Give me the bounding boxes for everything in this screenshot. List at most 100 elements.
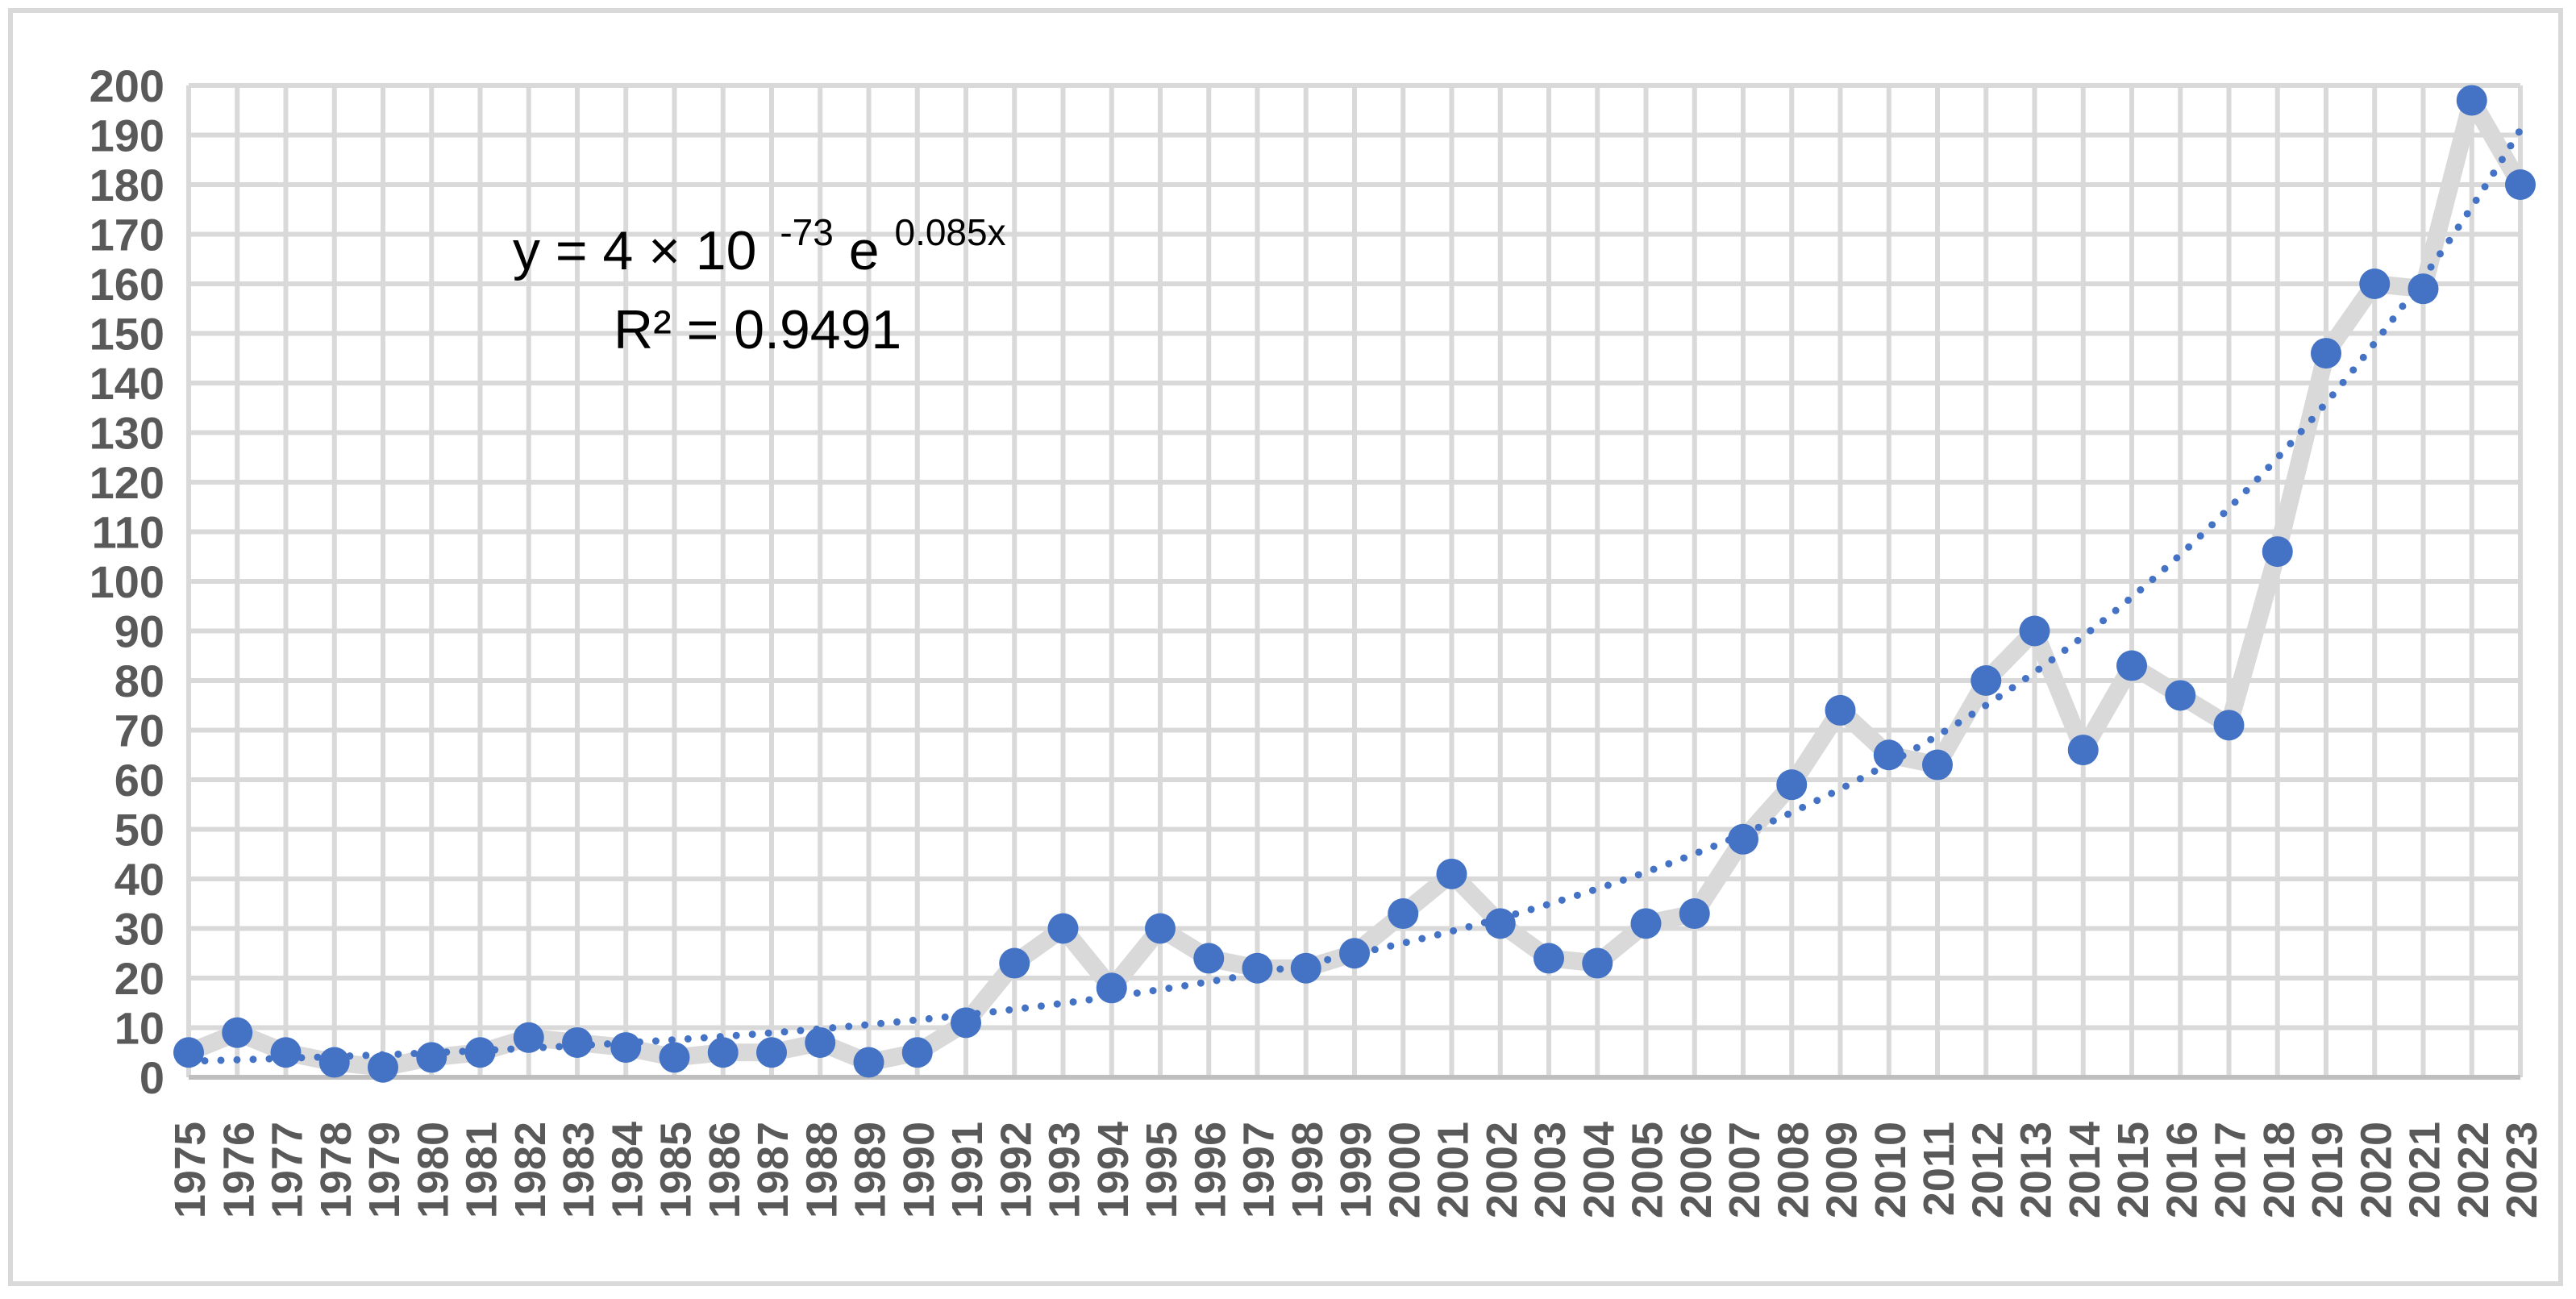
data-point bbox=[1242, 952, 1273, 984]
x-tick-label: 2015 bbox=[2109, 1122, 2158, 1218]
data-point bbox=[999, 947, 1030, 979]
x-tick-label: 1982 bbox=[506, 1122, 555, 1218]
data-point bbox=[756, 1037, 787, 1068]
y-tick-label: 50 bbox=[114, 805, 164, 856]
x-tick-label: 1984 bbox=[603, 1122, 651, 1218]
x-tick-label: 2003 bbox=[1526, 1122, 1575, 1218]
data-point bbox=[901, 1037, 933, 1068]
x-tick-label: 2005 bbox=[1624, 1122, 1672, 1218]
y-tick-label: 90 bbox=[114, 606, 164, 657]
x-tick-label: 1995 bbox=[1138, 1122, 1186, 1218]
y-tick-label: 30 bbox=[114, 904, 164, 955]
x-tick-label: 1981 bbox=[458, 1122, 506, 1218]
data-point bbox=[173, 1037, 204, 1068]
x-tick-label: 2014 bbox=[2061, 1122, 2109, 1218]
x-tick-label: 2016 bbox=[2158, 1122, 2206, 1218]
data-point bbox=[951, 1007, 981, 1039]
data-point bbox=[2359, 269, 2391, 299]
y-tick-label: 170 bbox=[89, 210, 164, 260]
x-tick-label: 1993 bbox=[1041, 1122, 1089, 1218]
x-tick-label: 1986 bbox=[701, 1122, 749, 1218]
y-tick-label: 150 bbox=[89, 309, 164, 360]
x-tick-label: 1994 bbox=[1089, 1122, 1138, 1218]
r-squared-label: R² = 0.9491 bbox=[614, 299, 901, 360]
x-tick-label: 2002 bbox=[1478, 1122, 1526, 1218]
data-point bbox=[1339, 938, 1370, 969]
x-tick-label: 2019 bbox=[2303, 1122, 2352, 1218]
x-tick-label: 2009 bbox=[1818, 1122, 1866, 1218]
chart-svg: 0102030405060708090100110120130140150160… bbox=[89, 60, 2546, 1218]
data-point bbox=[464, 1037, 496, 1068]
data-point bbox=[1096, 972, 1127, 1004]
x-tick-label: 2001 bbox=[1429, 1122, 1478, 1218]
y-tick-label: 80 bbox=[114, 656, 164, 706]
data-point bbox=[222, 1017, 253, 1048]
data-point bbox=[853, 1047, 884, 1078]
x-tick-label: 2012 bbox=[1963, 1122, 2012, 1218]
data-point bbox=[1728, 823, 1758, 855]
data-point bbox=[659, 1042, 690, 1073]
gridlines bbox=[186, 83, 2523, 1080]
data-point bbox=[2311, 338, 2341, 369]
data-point bbox=[1534, 943, 1564, 974]
data-point bbox=[610, 1032, 642, 1064]
x-tick-label: 1987 bbox=[749, 1122, 797, 1218]
x-tick-label: 2006 bbox=[1672, 1122, 1721, 1218]
x-tick-label: 1989 bbox=[847, 1122, 895, 1218]
data-point bbox=[2505, 169, 2536, 200]
y-tick-label: 120 bbox=[89, 457, 164, 508]
data-point bbox=[805, 1026, 836, 1058]
data-point bbox=[1290, 952, 1321, 984]
data-point bbox=[318, 1047, 350, 1078]
y-tick-labels: 0102030405060708090100110120130140150160… bbox=[89, 60, 164, 1103]
data-point bbox=[2019, 615, 2050, 647]
x-tick-label: 2000 bbox=[1380, 1122, 1429, 1218]
data-point bbox=[368, 1051, 398, 1083]
data-point bbox=[1873, 739, 1904, 771]
x-tick-label: 2007 bbox=[1721, 1122, 1769, 1218]
x-tick-label: 2023 bbox=[2498, 1122, 2546, 1218]
x-tick-label: 2010 bbox=[1866, 1122, 1915, 1218]
data-point bbox=[2262, 536, 2293, 568]
x-tick-labels: 1975 1976 1977 1978 1979 1980 1981 1982 1983 1984… bbox=[166, 1122, 2546, 1218]
data-point bbox=[1047, 913, 1079, 944]
data-point bbox=[1825, 694, 1856, 726]
equation-prefix: y = 4 × 10 bbox=[513, 220, 756, 281]
data-point bbox=[2407, 273, 2439, 305]
data-point bbox=[2165, 680, 2196, 711]
x-tick-label: 1979 bbox=[360, 1122, 409, 1218]
chart-frame: 0 10 20 30 40 50 60 70 80 90 100 110 120 130 140 150 160… bbox=[8, 8, 2563, 1286]
equation-exponent: -73 bbox=[780, 211, 833, 253]
equation-base: e bbox=[849, 220, 880, 281]
x-tick-label: 1997 bbox=[1235, 1122, 1284, 1218]
y-tick-label: 20 bbox=[114, 953, 164, 1004]
data-point bbox=[1970, 665, 2002, 696]
data-point bbox=[416, 1042, 447, 1073]
y-tick-label: 70 bbox=[114, 706, 164, 756]
y-tick-label: 200 bbox=[89, 60, 164, 111]
y-tick-label: 110 bbox=[92, 507, 164, 558]
data-point bbox=[562, 1026, 593, 1058]
data-point bbox=[1776, 769, 1808, 801]
y-tick-label: 10 bbox=[114, 1003, 164, 1054]
x-tick-label: 1980 bbox=[409, 1122, 457, 1218]
y-tick-label: 0 bbox=[139, 1052, 164, 1103]
x-tick-label: 1976 bbox=[214, 1122, 263, 1218]
x-tick-label: 2017 bbox=[2207, 1122, 2255, 1218]
data-point bbox=[1388, 898, 1419, 930]
x-tick-label: 1999 bbox=[1332, 1122, 1380, 1218]
y-tick-label: 60 bbox=[114, 755, 164, 806]
y-tick-label: 190 bbox=[89, 110, 164, 161]
x-tick-label: 1983 bbox=[555, 1122, 603, 1218]
data-point bbox=[513, 1022, 544, 1053]
x-tick-label: 2004 bbox=[1575, 1122, 1623, 1218]
data-point bbox=[2116, 650, 2147, 681]
data-point bbox=[2213, 710, 2245, 741]
data-point bbox=[1145, 913, 1176, 944]
x-tick-label: 1985 bbox=[652, 1122, 701, 1218]
x-tick-label: 1991 bbox=[943, 1122, 992, 1218]
x-tick-label: 2008 bbox=[1769, 1122, 1817, 1218]
data-point bbox=[1679, 898, 1710, 930]
x-tick-label: 1977 bbox=[264, 1122, 312, 1218]
x-tick-label: 2018 bbox=[2255, 1122, 2303, 1218]
